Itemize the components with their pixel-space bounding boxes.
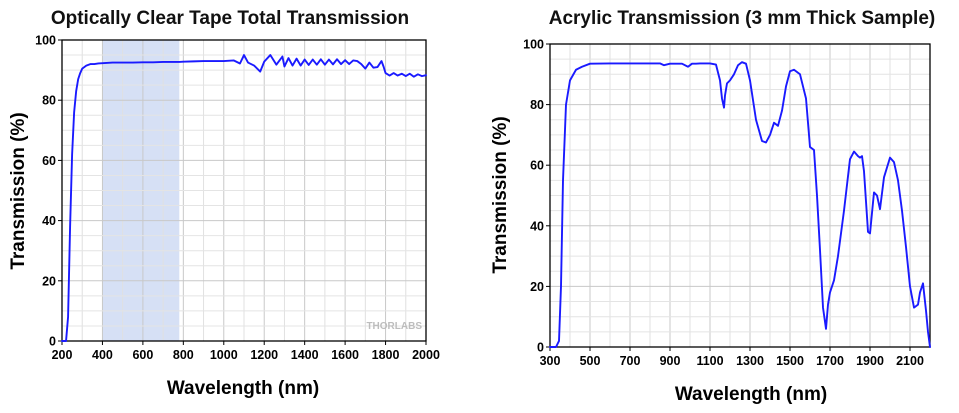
y-tick-label: 100	[523, 38, 544, 52]
y-tick-label: 60	[42, 154, 56, 168]
y-axis-label: Transmission (%)	[490, 116, 511, 273]
x-tick-label: 900	[660, 354, 681, 368]
x-tick-label: 600	[132, 348, 153, 362]
grid	[61, 39, 427, 342]
chart-title: Optically Clear Tape Total Transmission	[51, 8, 409, 29]
transmission-line	[549, 61, 931, 348]
chart-acrylic-transmission: Acrylic Transmission (3 mm Thick Sample)…	[490, 8, 935, 405]
thorlabs-logo: THORLABS	[366, 321, 422, 332]
chart-tape-transmission: Optically Clear Tape Total Transmission …	[8, 8, 440, 399]
chart-title: Acrylic Transmission (3 mm Thick Sample)	[549, 8, 935, 29]
x-tick-label: 2100	[896, 354, 924, 368]
x-tick-label: 700	[620, 354, 641, 368]
x-tick-label: 1400	[291, 348, 319, 362]
x-tick-label: 200	[52, 348, 73, 362]
plot-area: 300 500 700 900 1100 1300 1500 1700 1900 2100 0 20 4…	[523, 38, 931, 369]
y-tick-label: 40	[530, 219, 544, 233]
y-tick-label: 60	[530, 159, 544, 173]
x-tick-label: 300	[540, 354, 561, 368]
x-tick-label: 1300	[736, 354, 764, 368]
x-tick-label: 1000	[210, 348, 238, 362]
x-tick-label: 1800	[372, 348, 400, 362]
x-tick-label: 1100	[696, 354, 723, 368]
y-tick-label: 0	[49, 335, 56, 349]
y-tick-label: 20	[42, 274, 56, 288]
plot-frame	[61, 39, 427, 342]
y-tick-label: 80	[42, 94, 56, 108]
x-tick-label: 1500	[776, 354, 804, 368]
x-tick-label: 1600	[331, 348, 359, 362]
y-tick-label: 100	[35, 34, 56, 48]
x-tick-label: 800	[173, 348, 194, 362]
plot-area: 200 400 600 800 1000 1200 1400 1600 1800 2000 0 20 4…	[35, 34, 440, 363]
transmission-line	[61, 54, 427, 342]
y-tick-label: 20	[530, 280, 544, 294]
x-tick-label: 1700	[816, 354, 844, 368]
x-tick-label: 400	[92, 348, 113, 362]
ticks: 300 500 700 900 1100 1300 1500 1700 1900 2100 0 20 4…	[523, 38, 924, 369]
ticks: 200 400 600 800 1000 1200 1400 1600 1800 2000 0 20 4…	[35, 34, 440, 363]
plot-frame	[549, 43, 931, 348]
y-tick-label: 80	[530, 98, 544, 112]
x-tick-label: 1900	[856, 354, 884, 368]
x-tick-label: 500	[580, 354, 601, 368]
x-axis-label: Wavelength (nm)	[675, 384, 827, 405]
y-tick-label: 0	[537, 341, 544, 355]
x-tick-label: 1200	[250, 348, 278, 362]
y-tick-label: 40	[42, 214, 56, 228]
x-axis-label: Wavelength (nm)	[167, 378, 319, 399]
x-tick-label: 2000	[412, 348, 440, 362]
y-axis-label: Transmission (%)	[8, 112, 29, 269]
